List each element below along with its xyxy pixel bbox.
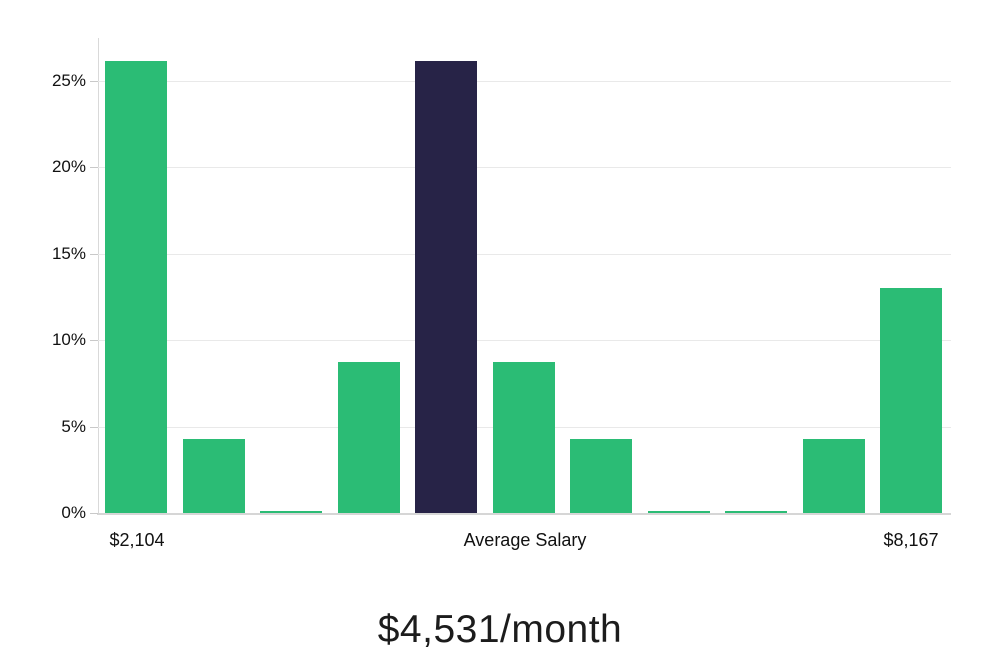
average-salary-bar [415, 61, 477, 513]
y-axis-tick [90, 340, 98, 341]
gridline-25% [98, 80, 951, 82]
gridline-10% [98, 340, 951, 341]
x-axis-label: $2,104 [109, 530, 165, 550]
y-axis-tick [90, 426, 98, 428]
x-axis-label: $8,167 [883, 530, 939, 550]
histogram-bar [260, 511, 322, 513]
y-axis-tick-label: 20% [51, 157, 86, 176]
y-axis-spine [98, 38, 99, 515]
histogram-bar [725, 511, 787, 513]
y-axis-tick-label: 5% [61, 416, 86, 436]
y-axis-tick [90, 167, 98, 168]
y-axis-tick-label: 25% [51, 70, 86, 90]
average-salary-title: $4,531/month [377, 608, 623, 651]
gridline-15% [98, 253, 951, 255]
y-axis-tick-label: 15% [51, 243, 86, 263]
histogram-bar [802, 438, 865, 513]
histogram-bar [105, 61, 167, 513]
y-axis-tick [90, 513, 98, 514]
y-axis-tick [90, 80, 98, 82]
gridline-20% [98, 167, 951, 168]
y-axis-tick-label: 0% [61, 503, 86, 522]
x-axis-line [97, 513, 951, 515]
y-axis-tick [90, 253, 98, 255]
x-axis-label: Average Salary [463, 530, 587, 550]
histogram-bar [647, 511, 710, 513]
histogram-bar [182, 438, 245, 513]
histogram-bar [880, 288, 942, 513]
histogram-bar [492, 362, 555, 513]
histogram-bar [337, 362, 400, 513]
y-axis-tick-label: 10% [51, 330, 86, 349]
histogram-bar [570, 438, 632, 513]
